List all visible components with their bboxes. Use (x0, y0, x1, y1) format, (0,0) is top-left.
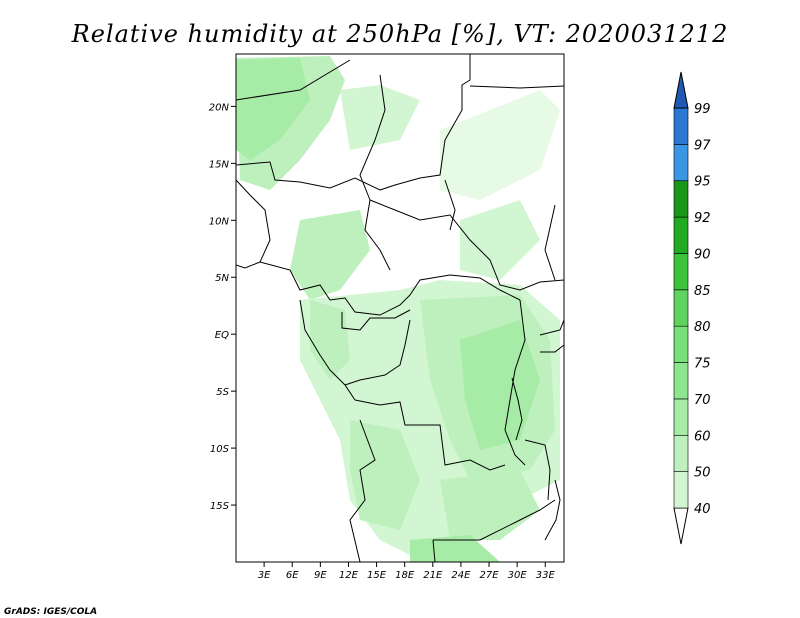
lon-tick-label: 33E (536, 570, 556, 581)
colorbar-label: 85 (694, 284, 711, 299)
lon-tick-label: 6E (286, 570, 299, 581)
colorbar-segment (673, 362, 689, 400)
colorbar-label: 60 (694, 429, 711, 444)
lon-tick-label: 24E (451, 570, 471, 581)
colorbar-segment (673, 289, 689, 327)
colorbar-label: 75 (694, 357, 711, 372)
lat-tick-label: 20N (209, 102, 230, 113)
colorbar-label: 50 (694, 466, 711, 481)
latitude-axis: 20N 15N 10N 5N EQ 5S 10S 15S (209, 102, 236, 512)
lon-tick-label: 30E (508, 570, 528, 581)
humidity-field (236, 56, 560, 562)
lat-tick-label: 15N (209, 159, 230, 170)
colorbar-segment (673, 398, 689, 436)
longitude-axis: 3E 6E 9E 12E 15E 18E 21E 24E 27E 30E 33E (258, 562, 556, 581)
colorbar-label: 92 (694, 211, 711, 226)
lat-tick-label: EQ (215, 330, 229, 341)
colorbar-segment (673, 216, 689, 254)
lat-tick-label: 10N (209, 216, 230, 227)
colorbar-segment (673, 471, 689, 509)
map-frame (235, 53, 565, 563)
grads-credit: GrADS: IGES/COLA (4, 607, 97, 617)
map-title: Relative humidity at 250hPa [%], VT: 202… (71, 20, 729, 48)
colorbar-segment (673, 434, 689, 472)
colorbar-label: 95 (694, 175, 711, 190)
colorbar-segment (673, 253, 689, 291)
colorbar-under-arrow (673, 507, 689, 545)
country-borders (236, 54, 564, 562)
colorbar-label: 97 (694, 138, 711, 153)
lon-tick-label: 27E (480, 570, 500, 581)
lat-tick-label: 5N (215, 273, 229, 284)
colorbar-segment (673, 325, 689, 363)
lat-tick-label: 5S (216, 387, 229, 398)
colorbar-segment (673, 144, 689, 182)
lon-tick-label: 18E (395, 570, 415, 581)
colorbar-label: 40 (694, 502, 711, 517)
lon-tick-label: 15E (367, 570, 387, 581)
colorbar-label: 80 (694, 320, 711, 335)
colorbar-label: 99 (694, 102, 711, 117)
colorbar-segment (673, 180, 689, 218)
lon-tick-label: 21E (423, 570, 443, 581)
lon-tick-label: 3E (258, 570, 271, 581)
lon-tick-label: 9E (314, 570, 327, 581)
lon-tick-label: 12E (339, 570, 359, 581)
colorbar-label: 90 (694, 247, 711, 262)
colorbar-over-arrow (673, 71, 689, 109)
lat-tick-label: 10S (210, 444, 230, 455)
colorbar: 40 50 60 70 75 80 85 90 92 95 97 99 (673, 71, 711, 545)
colorbar-label: 70 (694, 393, 711, 408)
lat-tick-label: 15S (210, 501, 230, 512)
colorbar-segment (673, 107, 689, 145)
